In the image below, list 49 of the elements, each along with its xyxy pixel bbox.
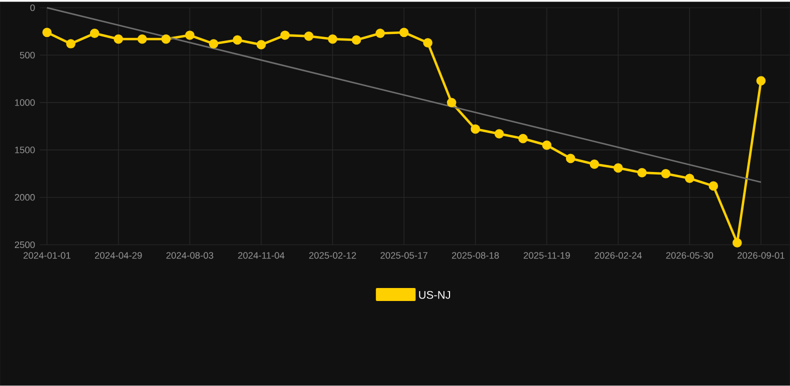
point (446, 98, 456, 108)
point (661, 169, 670, 178)
point (732, 238, 742, 248)
point (470, 124, 480, 134)
x-tick-label: 2025-02-12 (309, 252, 356, 259)
x-tick-label: 2024-04-29 (94, 252, 142, 259)
point (542, 140, 552, 150)
y-tick-label: 2000 (14, 194, 35, 201)
point (590, 160, 600, 169)
point (185, 30, 194, 40)
x-tick-label: 2026-05-30 (666, 252, 714, 259)
x-tick-label: 2024-11-04 (238, 252, 284, 259)
point (114, 34, 124, 44)
point (42, 28, 52, 38)
x-tick-label: 2025-05-17 (380, 252, 428, 259)
point (280, 30, 290, 40)
x-tick-label: 2025-11-19 (524, 252, 570, 259)
point (684, 174, 694, 184)
point (352, 35, 362, 45)
point (161, 34, 171, 44)
x-tick-label: 2024-08-03 (166, 252, 214, 259)
x-tick-label: 2026-02-24 (594, 252, 642, 259)
point (256, 40, 266, 50)
point (304, 32, 314, 41)
y-tick-label: 1000 (15, 99, 35, 106)
y-tick-label: 1500 (15, 146, 35, 154)
y-tick-label: 500 (20, 52, 35, 59)
point (518, 134, 528, 144)
point (614, 163, 623, 173)
legend-label: US-NJ (419, 291, 450, 299)
y-tick-label: 2500 (14, 242, 35, 248)
x-tick-label: 2025-08-18 (452, 252, 499, 259)
point (376, 28, 385, 38)
point (328, 34, 338, 44)
point (494, 129, 504, 139)
point (566, 154, 576, 164)
point (756, 76, 766, 86)
point (138, 34, 147, 44)
point (232, 35, 242, 45)
x-tick-label: 2026-09-01 (738, 252, 784, 259)
point (90, 28, 100, 38)
point (399, 28, 409, 38)
point (708, 181, 718, 191)
point (423, 38, 432, 48)
y-tick-label: 0 (30, 4, 35, 12)
x-tick-label: 2024-01-01 (24, 252, 70, 259)
point (637, 168, 647, 178)
point (66, 39, 76, 49)
point (208, 39, 218, 49)
